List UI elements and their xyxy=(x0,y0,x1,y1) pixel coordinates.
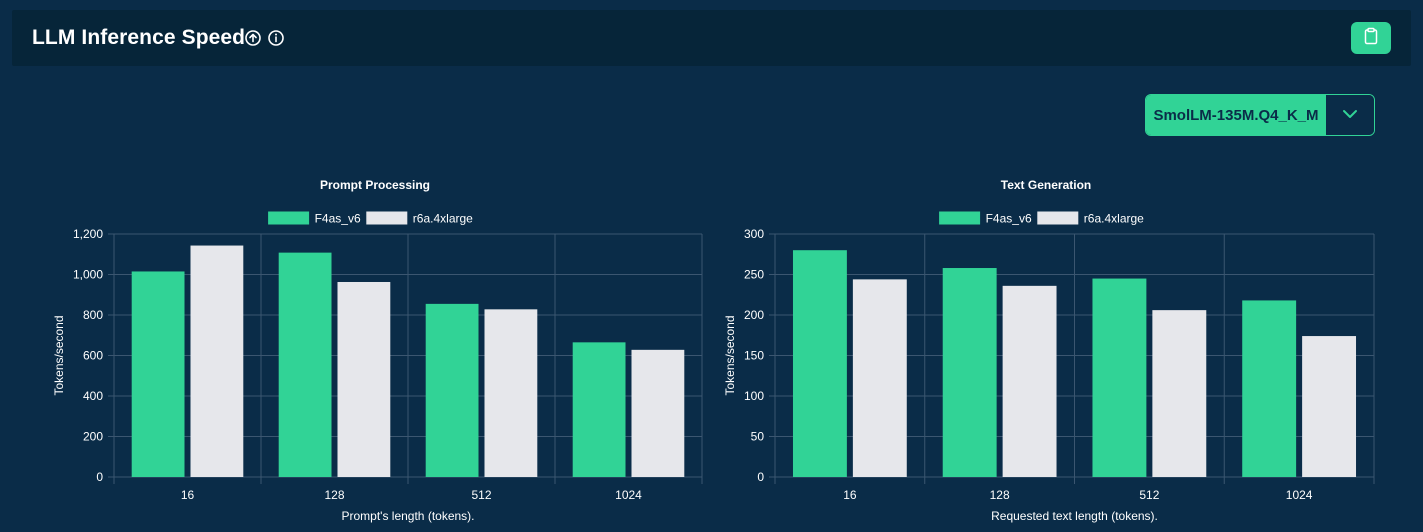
y-tick-label: 300 xyxy=(744,227,764,241)
bar-r6a-4xlarge xyxy=(1152,310,1207,477)
x-tick-label: 128 xyxy=(990,488,1010,502)
bar-r6a-4xlarge xyxy=(190,245,244,477)
y-tick-label: 600 xyxy=(83,349,103,363)
model-select-toggle[interactable] xyxy=(1326,95,1374,135)
chevron-down-icon xyxy=(1342,106,1358,124)
model-select-value: SmolLM-135M.Q4_K_M xyxy=(1146,95,1326,135)
bar-f4as-v6 xyxy=(572,342,626,477)
bar-f4as-v6 xyxy=(278,252,332,477)
bar-f4as-v6 xyxy=(942,268,997,477)
y-tick-label: 50 xyxy=(751,430,765,444)
y-tick-label: 0 xyxy=(96,470,103,484)
chart-title: Text Generation xyxy=(1001,178,1091,192)
bar-r6a-4xlarge xyxy=(631,349,685,477)
copy-button[interactable] xyxy=(1351,22,1391,54)
text-generation-chart: Text Generation F4as_v6 r6a.4xlarge 0 50 100 1… xyxy=(723,178,1375,523)
x-tick-label: 512 xyxy=(1139,488,1159,502)
x-tick-label: 16 xyxy=(843,488,857,502)
y-axis-label: Tokens/second xyxy=(52,315,66,395)
y-tick-label: 200 xyxy=(744,308,764,322)
y-tick-label: 800 xyxy=(83,308,103,322)
clipboard-icon xyxy=(1363,27,1379,50)
x-tick-label: 1024 xyxy=(1286,488,1313,502)
bar-f4as-v6 xyxy=(131,271,185,477)
chart-title: Prompt Processing xyxy=(320,178,430,192)
y-axis-label: Tokens/second xyxy=(723,315,737,395)
bar-f4as-v6 xyxy=(1092,278,1147,477)
info-icon[interactable] xyxy=(267,29,285,47)
legend-label: r6a.4xlarge xyxy=(413,212,473,226)
y-tick-label: 1,000 xyxy=(73,268,103,282)
x-axis-label: Requested text length (tokens). xyxy=(991,509,1158,523)
page-title: LLM Inference Speed xyxy=(32,26,246,49)
bar-r6a-4xlarge xyxy=(484,309,538,477)
x-tick-label: 16 xyxy=(181,488,195,502)
legend-swatch xyxy=(939,211,981,225)
bar-f4as-v6 xyxy=(1242,300,1297,477)
x-tick-label: 512 xyxy=(471,488,491,502)
legend-label: r6a.4xlarge xyxy=(1084,212,1144,226)
legend-swatch xyxy=(1037,211,1079,225)
y-tick-label: 250 xyxy=(744,268,764,282)
y-tick-label: 400 xyxy=(83,389,103,403)
x-tick-label: 128 xyxy=(324,488,344,502)
y-tick-label: 200 xyxy=(83,430,103,444)
model-select[interactable]: SmolLM-135M.Q4_K_M xyxy=(1145,94,1375,136)
legend-label: F4as_v6 xyxy=(986,212,1032,226)
y-tick-label: 150 xyxy=(744,349,764,363)
prompt-processing-chart: Prompt Processing F4as_v6 r6a.4xlarge 0 200 4… xyxy=(52,178,703,523)
y-tick-label: 100 xyxy=(744,389,764,403)
legend-label: F4as_v6 xyxy=(315,212,361,226)
x-tick-label: 1024 xyxy=(615,488,642,502)
legend-swatch xyxy=(366,211,408,225)
y-tick-label: 1,200 xyxy=(73,227,103,241)
bar-f4as-v6 xyxy=(425,303,479,477)
y-tick-label: 0 xyxy=(757,470,764,484)
legend-swatch xyxy=(268,211,310,225)
upload-icon[interactable] xyxy=(244,29,262,47)
header-bar: LLM Inference Speed xyxy=(12,10,1411,66)
bar-r6a-4xlarge xyxy=(852,279,907,477)
x-axis-label: Prompt's length (tokens). xyxy=(341,509,474,523)
bar-r6a-4xlarge xyxy=(337,281,391,477)
bar-r6a-4xlarge xyxy=(1002,285,1057,477)
bar-r6a-4xlarge xyxy=(1302,336,1357,477)
bar-f4as-v6 xyxy=(792,250,847,477)
